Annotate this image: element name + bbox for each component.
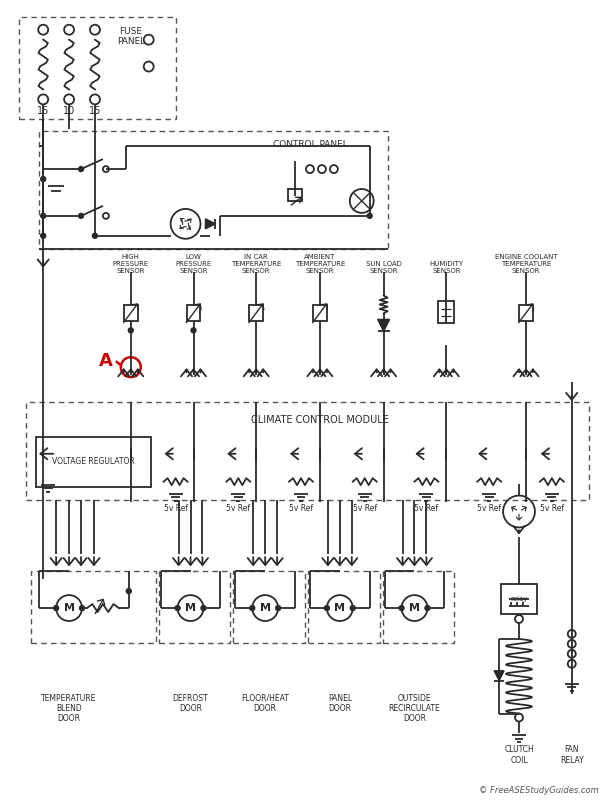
Circle shape <box>54 605 59 610</box>
Text: © FreeASEStudyGuides.com: © FreeASEStudyGuides.com <box>479 786 598 795</box>
Bar <box>124 305 138 321</box>
Circle shape <box>126 588 131 593</box>
Text: IN CAR
TEMPERATURE
SENSOR: IN CAR TEMPERATURE SENSOR <box>231 254 281 274</box>
Bar <box>26 402 589 500</box>
Text: LOW
PRESSURE
SENSOR: LOW PRESSURE SENSOR <box>175 254 212 274</box>
Circle shape <box>41 233 46 238</box>
Text: 15: 15 <box>37 106 50 117</box>
Text: 5v Ref: 5v Ref <box>163 504 188 513</box>
Circle shape <box>276 605 281 610</box>
Bar <box>439 301 454 324</box>
Text: AMBIENT
TEMPERATURE
SENSOR: AMBIENT TEMPERATURE SENSOR <box>295 254 345 274</box>
Text: ENGINE COOLANT
TEMPERATURE
SENSOR: ENGINE COOLANT TEMPERATURE SENSOR <box>495 254 557 274</box>
Text: HUMIDITY
SENSOR: HUMIDITY SENSOR <box>430 261 463 274</box>
Text: 10: 10 <box>63 106 75 117</box>
Bar <box>519 305 533 321</box>
Text: SUN LOAD
SENSOR: SUN LOAD SENSOR <box>365 261 402 274</box>
Polygon shape <box>378 320 390 332</box>
Circle shape <box>93 233 97 238</box>
Bar <box>186 305 200 321</box>
Circle shape <box>41 176 46 181</box>
Text: 5v Ref: 5v Ref <box>226 504 250 513</box>
Text: DEFROST
DOOR: DEFROST DOOR <box>172 694 208 713</box>
Bar <box>288 189 302 201</box>
Text: FAN
RELAY: FAN RELAY <box>560 745 584 765</box>
Text: HIGH
PRESSURE
SENSOR: HIGH PRESSURE SENSOR <box>113 254 149 274</box>
Bar <box>159 572 231 643</box>
Circle shape <box>191 328 196 332</box>
Bar <box>249 305 263 321</box>
Text: CLUTCH
COIL: CLUTCH COIL <box>504 745 534 765</box>
Circle shape <box>79 213 83 218</box>
Bar <box>313 305 327 321</box>
Text: 15: 15 <box>89 106 101 117</box>
Circle shape <box>367 213 372 218</box>
Bar <box>36 437 151 486</box>
Text: M: M <box>64 603 74 613</box>
Text: A: A <box>99 353 113 370</box>
Circle shape <box>41 213 46 218</box>
Bar <box>19 17 175 119</box>
Polygon shape <box>494 671 504 681</box>
Circle shape <box>79 605 85 610</box>
Text: FUSE
PANEL: FUSE PANEL <box>117 27 145 47</box>
Circle shape <box>399 605 404 610</box>
Polygon shape <box>206 219 215 229</box>
Circle shape <box>128 328 133 332</box>
Text: relay: relay <box>510 596 528 602</box>
Text: 5v Ref: 5v Ref <box>353 504 377 513</box>
Text: M: M <box>335 603 345 613</box>
Circle shape <box>425 605 430 610</box>
Circle shape <box>201 605 206 610</box>
Text: OUTSIDE
RECIRCULATE
DOOR: OUTSIDE RECIRCULATE DOOR <box>388 694 440 724</box>
Bar <box>31 572 155 643</box>
Text: 5v Ref: 5v Ref <box>289 504 313 513</box>
Bar <box>382 572 454 643</box>
Text: 5v Ref: 5v Ref <box>540 504 564 513</box>
Text: CONTROL PANEL: CONTROL PANEL <box>273 140 347 149</box>
Circle shape <box>250 605 255 610</box>
Circle shape <box>175 605 180 610</box>
Text: M: M <box>409 603 420 613</box>
Circle shape <box>350 605 355 610</box>
Text: PANEL
DOOR: PANEL DOOR <box>328 694 352 713</box>
Bar <box>308 572 380 643</box>
Circle shape <box>79 167 83 171</box>
Circle shape <box>324 605 329 610</box>
Text: TEMPERATURE
BLEND
DOOR: TEMPERATURE BLEND DOOR <box>41 694 97 724</box>
Bar <box>234 572 305 643</box>
Text: CLIMATE CONTROL MODULE: CLIMATE CONTROL MODULE <box>251 415 389 425</box>
Bar <box>39 131 388 249</box>
Text: M: M <box>260 603 270 613</box>
Text: M: M <box>185 603 196 613</box>
Text: VOLTAGE REGULATOR: VOLTAGE REGULATOR <box>52 457 135 466</box>
Text: 5v Ref: 5v Ref <box>477 504 501 513</box>
Text: 5v Ref: 5v Ref <box>414 504 439 513</box>
Text: FLOOR/HEAT
DOOR: FLOOR/HEAT DOOR <box>241 694 289 713</box>
Bar <box>501 584 537 614</box>
